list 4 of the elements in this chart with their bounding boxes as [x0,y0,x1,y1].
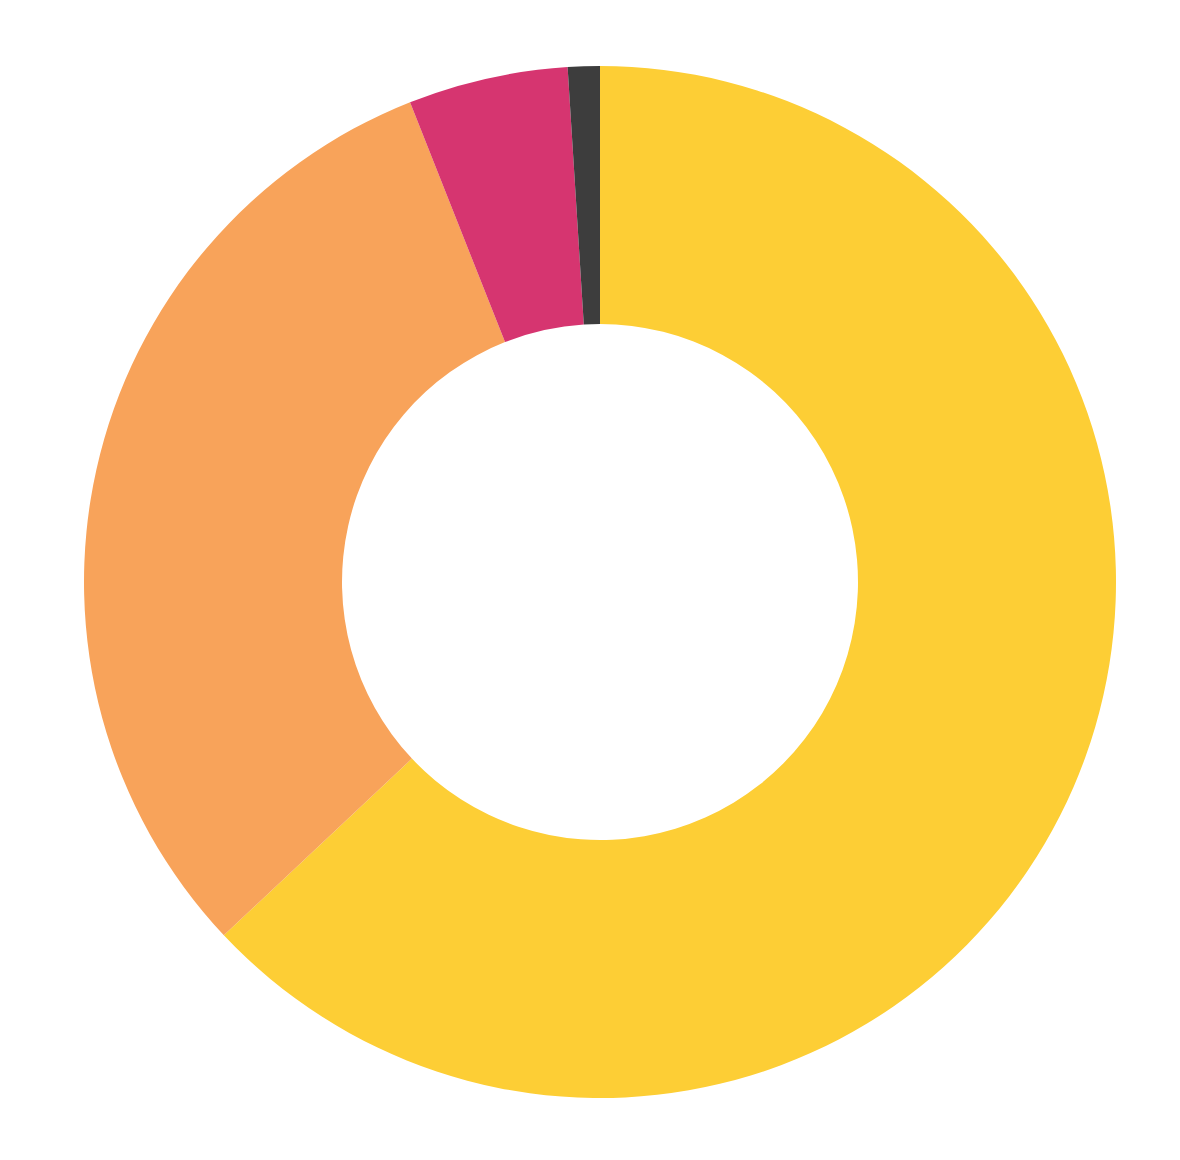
donut-slice [567,66,600,325]
donut-slice [84,102,506,936]
donut-slice [410,67,584,343]
donut-slice [223,66,1116,1098]
